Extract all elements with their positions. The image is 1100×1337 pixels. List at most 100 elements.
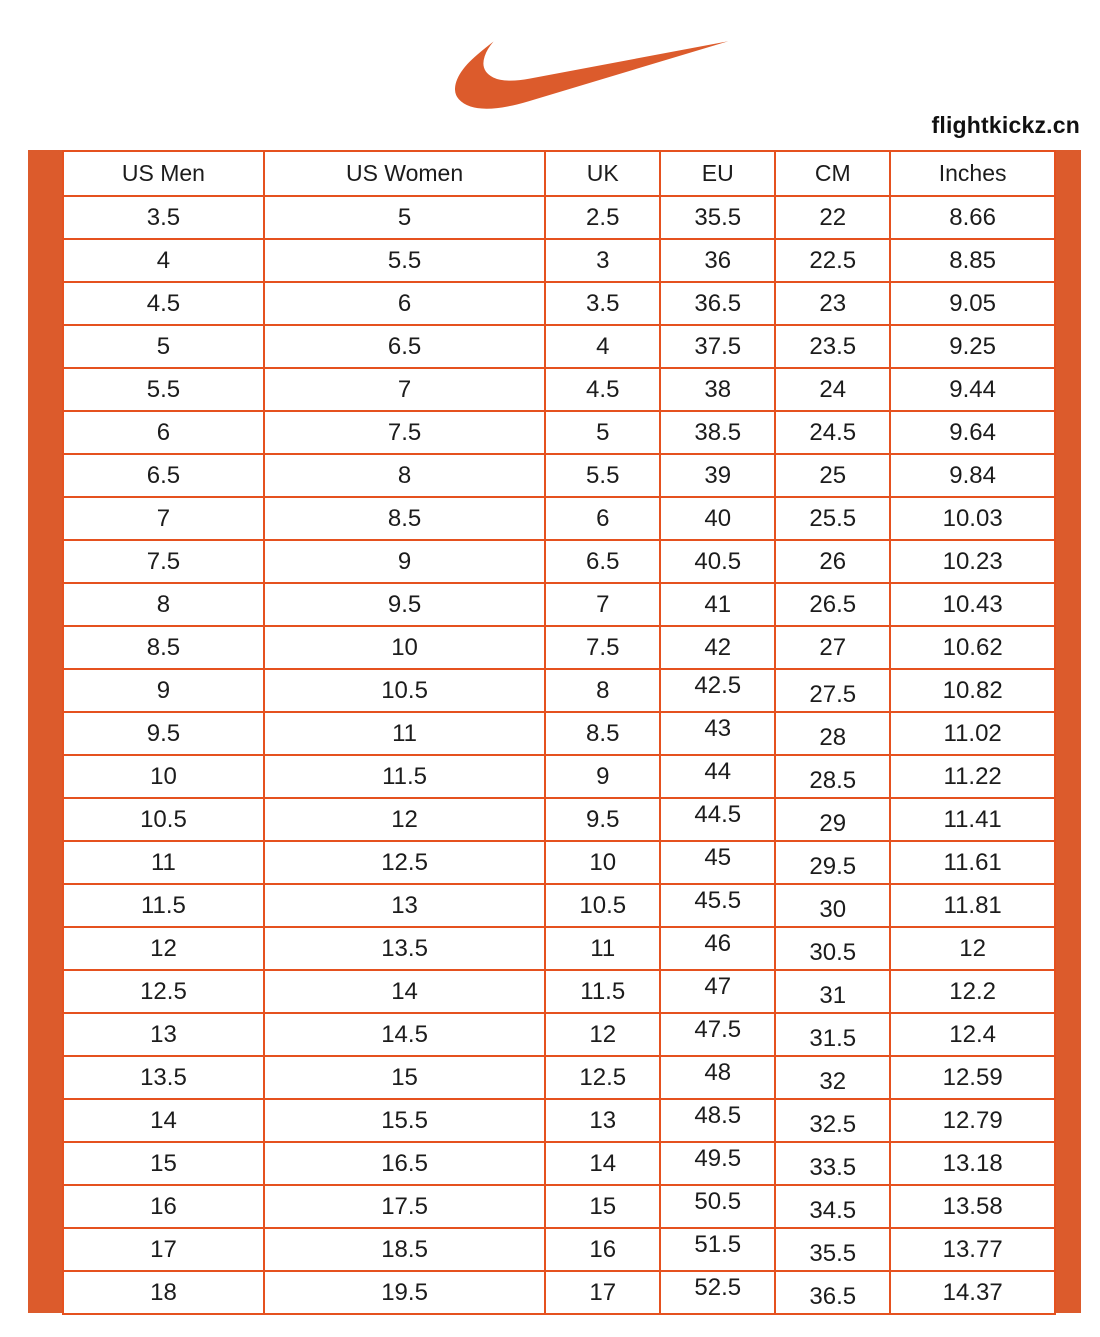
size-cell: 10.03 (889, 496, 1056, 541)
size-cell: 9.5 (262, 582, 547, 627)
size-cell: 9 (262, 539, 547, 584)
size-cell: 24 (774, 367, 892, 412)
size-cell: 26.5 (774, 582, 892, 627)
size-cell: 48 (659, 1055, 777, 1100)
table-row: 7 8.5 6 40 25.5 10.03 (62, 496, 1056, 541)
size-cell: 34.5 (774, 1184, 892, 1229)
size-cell: 12.79 (889, 1098, 1056, 1143)
size-cell: 12.5 (544, 1055, 662, 1100)
table-row: 13.5 15 12.5 48 32 12.59 (62, 1055, 1056, 1100)
size-cell: 10.43 (889, 582, 1056, 627)
size-cell: 45.5 (659, 883, 777, 928)
size-cell: 4.5 (544, 367, 662, 412)
nike-swoosh-logo (455, 30, 730, 120)
size-cell: 31 (774, 969, 892, 1014)
size-cell: 11.81 (889, 883, 1056, 928)
size-table-head: US Men US Women UK EU CM Inches (62, 150, 1056, 197)
size-cell: 8.5 (262, 496, 547, 541)
size-cell: 15 (62, 1141, 265, 1186)
size-cell: 35.5 (659, 195, 777, 240)
table-row: 5.5 7 4.5 38 24 9.44 (62, 367, 1056, 412)
size-cell: 6 (262, 281, 547, 326)
table-row: 4.5 6 3.5 36.5 23 9.05 (62, 281, 1056, 326)
size-cell: 2.5 (544, 195, 662, 240)
size-cell: 30.5 (774, 926, 892, 971)
column-header-cm: CM (774, 150, 892, 197)
size-cell: 15.5 (262, 1098, 547, 1143)
size-cell: 5 (62, 324, 265, 369)
size-cell: 9 (62, 668, 265, 713)
size-cell: 11.61 (889, 840, 1056, 885)
size-cell: 17.5 (262, 1184, 547, 1229)
size-cell: 12.2 (889, 969, 1056, 1014)
size-cell: 37.5 (659, 324, 777, 369)
size-cell: 10.62 (889, 625, 1056, 670)
table-row: 3.5 5 2.5 35.5 22 8.66 (62, 195, 1056, 240)
size-cell: 42 (659, 625, 777, 670)
size-cell: 30 (774, 883, 892, 928)
size-cell: 31.5 (774, 1012, 892, 1057)
size-cell: 9.05 (889, 281, 1056, 326)
table-row: 12.5 14 11.5 47 31 12.2 (62, 969, 1056, 1014)
table-row: 6 7.5 5 38.5 24.5 9.64 (62, 410, 1056, 455)
column-header-us-men: US Men (62, 150, 265, 197)
size-cell: 12.4 (889, 1012, 1056, 1057)
size-cell: 15 (544, 1184, 662, 1229)
size-cell: 13 (62, 1012, 265, 1057)
size-cell: 27.5 (774, 668, 892, 713)
size-cell: 12 (889, 926, 1056, 971)
size-cell: 51.5 (659, 1227, 777, 1272)
size-cell: 5 (544, 410, 662, 455)
size-cell: 6.5 (544, 539, 662, 584)
size-cell: 40.5 (659, 539, 777, 584)
size-cell: 12.59 (889, 1055, 1056, 1100)
size-cell: 5.5 (62, 367, 265, 412)
size-cell: 22.5 (774, 238, 892, 283)
size-cell: 14 (62, 1098, 265, 1143)
nike-swoosh-icon (455, 41, 729, 109)
size-cell: 12 (62, 926, 265, 971)
size-cell: 10 (62, 754, 265, 799)
column-header-uk: UK (544, 150, 662, 197)
size-cell: 9.64 (889, 410, 1056, 455)
size-cell: 3 (544, 238, 662, 283)
size-cell: 16 (544, 1227, 662, 1272)
right-accent-bar (1056, 150, 1081, 1313)
table-row: 16 17.5 15 50.5 34.5 13.58 (62, 1184, 1056, 1229)
size-cell: 13.18 (889, 1141, 1056, 1186)
table-row: 11 12.5 10 45 29.5 11.61 (62, 840, 1056, 885)
size-cell: 52.5 (659, 1270, 777, 1315)
size-cell: 4 (62, 238, 265, 283)
table-row: 10 11.5 9 44 28.5 11.22 (62, 754, 1056, 799)
size-cell: 26 (774, 539, 892, 584)
size-cell: 11 (62, 840, 265, 885)
size-table-wrap: US Men US Women UK EU CM Inches 3.5 5 2.5 35.5 22… (28, 150, 1081, 1315)
size-cell: 22 (774, 195, 892, 240)
size-cell: 9.44 (889, 367, 1056, 412)
size-cell: 17 (544, 1270, 662, 1315)
size-cell: 7.5 (262, 410, 547, 455)
size-cell: 29 (774, 797, 892, 842)
size-cell: 46 (659, 926, 777, 971)
size-cell: 47.5 (659, 1012, 777, 1057)
size-cell: 14.37 (889, 1270, 1056, 1315)
table-row: 8 9.5 7 41 26.5 10.43 (62, 582, 1056, 627)
size-cell: 40 (659, 496, 777, 541)
site-label: flightkickz.cn (931, 112, 1080, 138)
table-row: 10.5 12 9.5 44.5 29 11.41 (62, 797, 1056, 842)
size-cell: 5.5 (544, 453, 662, 498)
size-cell: 10 (544, 840, 662, 885)
size-cell: 35.5 (774, 1227, 892, 1272)
table-row: 4 5.5 3 36 22.5 8.85 (62, 238, 1056, 283)
table-row: 9.5 11 8.5 43 28 11.02 (62, 711, 1056, 756)
size-cell: 7 (262, 367, 547, 412)
size-cell: 10.5 (62, 797, 265, 842)
size-cell: 11.02 (889, 711, 1056, 756)
size-cell: 36.5 (774, 1270, 892, 1315)
table-row: 5 6.5 4 37.5 23.5 9.25 (62, 324, 1056, 369)
size-cell: 9.5 (62, 711, 265, 756)
size-cell: 11.5 (62, 883, 265, 928)
size-cell: 8 (62, 582, 265, 627)
size-cell: 27 (774, 625, 892, 670)
size-cell: 6 (544, 496, 662, 541)
